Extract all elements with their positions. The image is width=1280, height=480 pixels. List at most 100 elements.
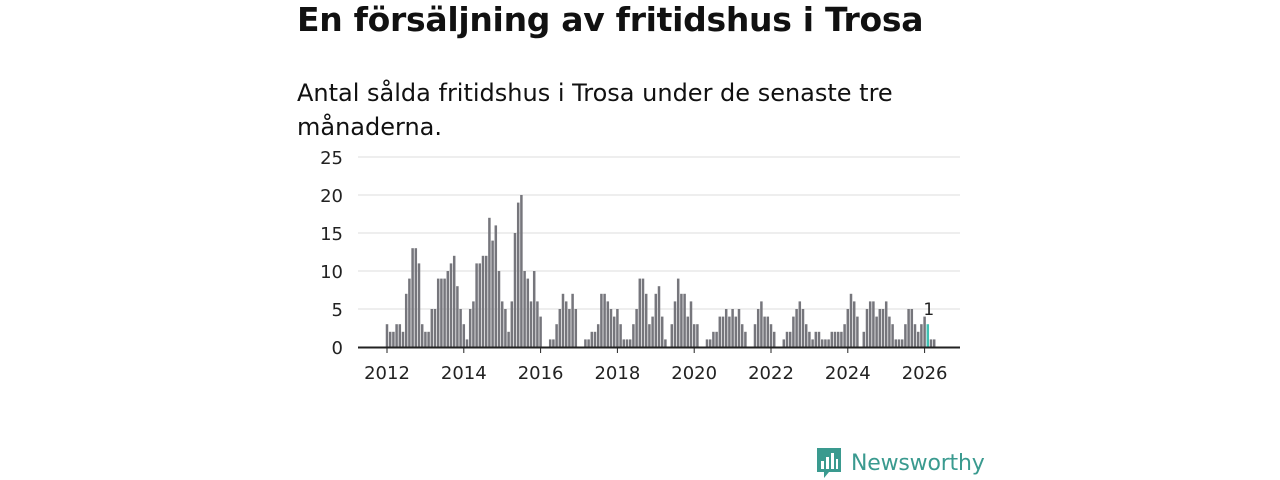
bar — [817, 331, 821, 347]
bar — [878, 309, 882, 347]
y-tick-label: 20 — [320, 186, 343, 207]
bar — [587, 339, 590, 347]
bar — [900, 339, 904, 347]
bar — [507, 331, 510, 347]
bar — [433, 309, 437, 347]
bar — [801, 309, 805, 347]
bar — [830, 331, 834, 347]
bar — [657, 286, 661, 347]
bar — [798, 301, 802, 347]
bar — [856, 316, 859, 347]
bar — [414, 248, 418, 347]
bar — [452, 255, 456, 347]
bar — [670, 324, 674, 347]
bar — [916, 331, 920, 347]
bar — [420, 324, 424, 347]
bar — [843, 324, 846, 347]
bar — [388, 331, 392, 347]
bar — [840, 331, 843, 347]
x-tick-label: 2014 — [441, 363, 487, 384]
bar — [763, 316, 766, 347]
bar — [881, 309, 885, 347]
bar — [641, 278, 645, 347]
bar — [584, 339, 587, 347]
bar — [513, 233, 517, 347]
bar — [683, 293, 686, 347]
bar — [833, 331, 837, 347]
bar — [724, 309, 728, 347]
bar — [929, 339, 933, 347]
bar — [708, 339, 712, 347]
bar — [760, 301, 763, 347]
chart-subtitle: Antal sålda fritidshus i Trosa under de … — [297, 79, 893, 141]
bar — [772, 331, 776, 347]
x-tick-label: 2024 — [825, 363, 871, 384]
bar — [385, 324, 389, 347]
bar — [728, 316, 731, 347]
bar — [593, 331, 597, 347]
x-tick-label: 2012 — [364, 363, 410, 384]
bar — [552, 339, 555, 347]
bar — [561, 293, 565, 347]
bar — [872, 301, 875, 347]
bar — [824, 339, 827, 347]
bar — [478, 263, 482, 347]
bar — [827, 339, 830, 347]
bar — [715, 331, 718, 347]
bar — [523, 271, 526, 347]
bar — [648, 324, 651, 347]
bar — [456, 286, 459, 347]
bar — [680, 293, 683, 347]
bar — [782, 339, 786, 347]
bar — [408, 278, 411, 347]
bar — [558, 309, 562, 347]
bar — [635, 309, 638, 347]
newsworthy-logo-icon — [817, 448, 841, 478]
y-tick-label: 10 — [320, 262, 343, 283]
highlighted-bar — [926, 324, 930, 347]
bar — [638, 278, 642, 347]
bar — [795, 309, 798, 347]
bar — [568, 309, 571, 347]
bar — [526, 278, 530, 347]
bar — [705, 339, 709, 347]
bar — [392, 331, 395, 347]
latest-value-label: 1 — [923, 300, 934, 320]
bar — [811, 339, 814, 347]
brand-name: Newsworthy — [851, 450, 985, 476]
bar — [923, 316, 926, 347]
bar — [532, 271, 536, 347]
bar — [804, 324, 808, 347]
bar — [440, 278, 443, 347]
bar — [862, 331, 866, 347]
bar — [548, 339, 552, 347]
bar — [481, 255, 485, 347]
bar — [520, 195, 523, 347]
y-tick-label: 15 — [320, 224, 343, 245]
bar — [494, 225, 498, 347]
bar — [753, 324, 757, 347]
bar — [721, 316, 725, 347]
bar — [785, 331, 789, 347]
brand-logo: Newsworthy — [815, 446, 985, 480]
y-tick-label: 5 — [332, 300, 343, 321]
x-tick-label: 2026 — [902, 363, 948, 384]
bar — [443, 278, 446, 347]
bar — [875, 316, 878, 347]
bar — [401, 331, 405, 347]
bar — [849, 293, 853, 347]
bar — [488, 217, 491, 347]
bar — [712, 331, 715, 347]
bar — [504, 309, 507, 347]
bar — [852, 301, 856, 347]
bar — [932, 339, 936, 347]
bar — [689, 301, 693, 347]
bar — [904, 324, 907, 347]
bar — [907, 309, 910, 347]
bar — [436, 278, 440, 347]
bar — [446, 271, 450, 347]
bar — [574, 309, 578, 347]
bar — [619, 324, 622, 347]
bar — [644, 293, 648, 347]
